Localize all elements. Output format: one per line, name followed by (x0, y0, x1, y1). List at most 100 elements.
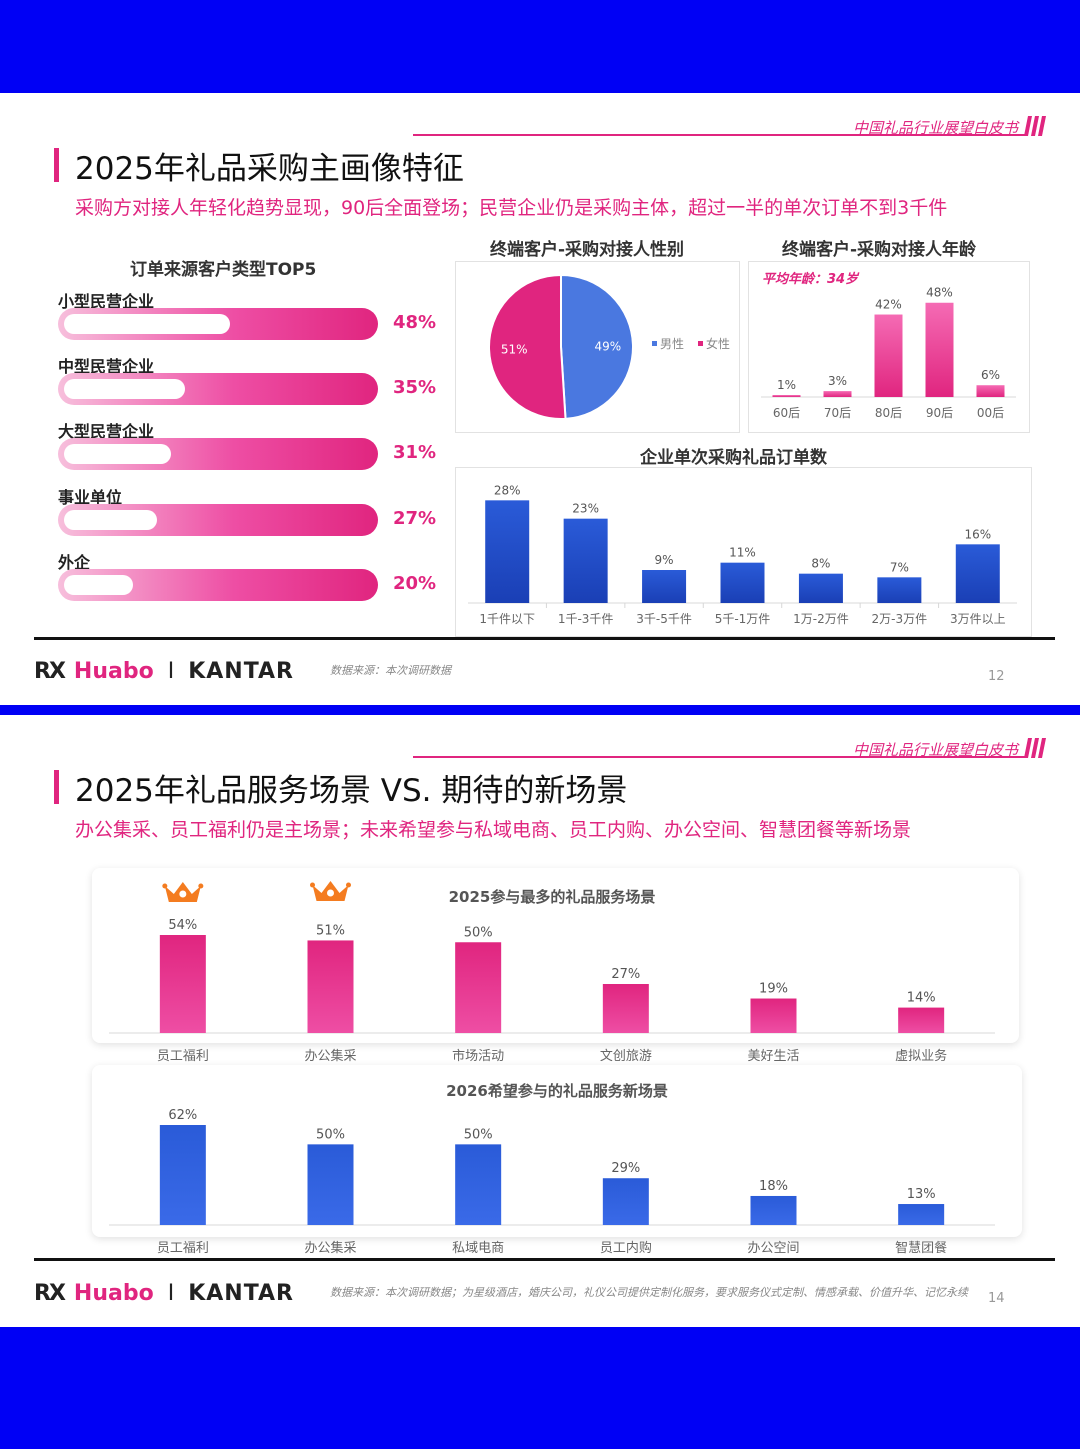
x-tick-label: 70后 (824, 406, 851, 420)
x-tick-label: 员工福利 (157, 1049, 209, 1064)
age-chart-frame: 1% 60后 3% 70后 42% 80后 48% 90后 6% 00后 平均年龄：34岁 (748, 261, 1030, 433)
footer-logo: RX Huabo I KANTAR (34, 659, 294, 684)
x-tick-label: 私域电商 (452, 1241, 504, 1256)
bar-value-label: 6% (981, 368, 1000, 382)
customer-type-bar (58, 438, 378, 470)
header-line (413, 756, 1025, 758)
x-tick-label: 1万-2万件 (793, 612, 849, 626)
x-tick-label: 3千-5千件 (636, 612, 692, 626)
order-size-bar-chart: 28% 1千件以下 23% 1千-3千件 9% 3千-5千件 11% 5千-1万件 8% 1万-2… (468, 483, 1017, 626)
bar (823, 391, 852, 397)
customer-type-bar (58, 504, 378, 536)
rx-logo: RX (34, 659, 66, 684)
kantar-logo: KANTAR (188, 659, 294, 684)
x-tick-label: 5千-1万件 (715, 612, 771, 626)
x-tick-label: 90后 (926, 406, 953, 420)
pie-slice-male (560, 273, 634, 420)
legend-swatch (698, 341, 703, 346)
customer-type-label: 小型民营企业 (58, 292, 155, 311)
x-tick-label: 2万-3万件 (872, 612, 928, 626)
bar-value-label: 50% (464, 925, 493, 940)
pie-slice-female (488, 273, 567, 420)
slashes-icon (1024, 738, 1046, 758)
bar (874, 314, 903, 397)
chart-title: 2026希望参与的礼品服务新场景 (446, 1082, 668, 1100)
order-size-frame: 28% 1千件以下 23% 1千-3千件 9% 3千-5千件 11% 5千-1万件 8% 1万-2… (455, 467, 1032, 637)
bar-value-label: 3% (828, 374, 847, 388)
slide-14: 中国礼品行业展望白皮书 2025年礼品服务场景 VS. 期待的新场景 办公集采、… (0, 715, 1080, 1327)
pie-slice-label: 51% (501, 342, 528, 356)
slide-12: 中国礼品行业展望白皮书 2025年礼品采购主画像特征 采购方对接人年轻化趋势显现… (0, 93, 1080, 705)
customer-type-value: 35% (393, 377, 437, 398)
customer-type-value: 48% (393, 312, 437, 333)
gender-chart-title: 终端客户-采购对接人性别 (490, 240, 685, 260)
gender-pie-chart: 49% 51% 男性 女性 (488, 273, 730, 420)
x-tick-label: 3万件以上 (950, 612, 1006, 626)
bar-value-label: 27% (611, 967, 640, 982)
bar-value-label: 62% (168, 1108, 197, 1123)
bar-value-label: 28% (494, 483, 521, 497)
brand-tag: 中国礼品行业展望白皮书 (852, 119, 1018, 137)
gender-chart-frame: 49% 51% 男性 女性 (455, 261, 740, 433)
bar-value-label: 14% (907, 991, 936, 1006)
bar (563, 518, 608, 603)
x-tick-label: 60后 (773, 406, 800, 420)
crown-icon (310, 881, 351, 901)
order-size-title: 企业单次采购礼品订单数 (640, 448, 827, 468)
bar (976, 385, 1005, 397)
title-accent (54, 770, 59, 804)
bar (455, 1144, 502, 1225)
bar-value-label: 50% (464, 1127, 493, 1142)
bar-value-label: 42% (875, 298, 902, 312)
x-tick-label: 智慧团餐 (895, 1240, 947, 1256)
logo-separator: I (167, 659, 175, 684)
bar (159, 935, 206, 1033)
footer-line (34, 1258, 1055, 1261)
bar (750, 1195, 797, 1225)
bar (877, 577, 922, 603)
customer-type-label: 中型民营企业 (58, 357, 155, 376)
bar-value-label: 7% (890, 560, 909, 574)
header-line (413, 134, 1025, 136)
x-tick-label: 1千件以下 (479, 612, 535, 626)
page-subtitle: 办公集采、员工福利仍是主场景；未来希望参与私域电商、员工内购、办公空间、智慧团餐… (75, 819, 912, 841)
rx-logo: RX (34, 1281, 66, 1306)
bar (602, 1178, 649, 1225)
bar (898, 1204, 945, 1225)
legend-label: 女性 (706, 336, 730, 351)
kantar-logo: KANTAR (188, 1281, 294, 1306)
page-title: 2025年礼品服务场景 VS. 期待的新场景 (75, 773, 628, 809)
page-subtitle: 采购方对接人年轻化趋势显现，90后全面登场；民营企业仍是采购主体，超过一半的单次… (75, 197, 948, 219)
bar (455, 942, 502, 1033)
footer-line (34, 637, 1055, 640)
bar-value-label: 18% (759, 1179, 788, 1194)
bar (772, 395, 801, 397)
bar (925, 302, 954, 397)
bar (955, 544, 1000, 603)
x-tick-label: 办公集采 (304, 1240, 356, 1256)
logo-separator: I (167, 1281, 175, 1306)
bar-value-label: 50% (316, 1127, 345, 1142)
x-tick-label: 80后 (875, 406, 902, 420)
bar (159, 1125, 206, 1225)
bar-value-label: 23% (572, 502, 599, 516)
customer-type-value: 27% (393, 508, 437, 529)
bar (602, 984, 649, 1033)
bar-value-label: 16% (964, 527, 991, 541)
x-tick-label: 美好生活 (747, 1049, 799, 1064)
bar-value-label: 19% (759, 982, 788, 997)
bar (898, 1007, 945, 1033)
bar-value-label: 1% (777, 378, 796, 392)
x-tick-label: 00后 (977, 406, 1004, 420)
customer-type-bar (58, 373, 378, 405)
bar (307, 940, 354, 1033)
x-tick-label: 市场活动 (452, 1048, 504, 1064)
bar (720, 562, 765, 603)
page-title: 2025年礼品采购主画像特征 (75, 151, 464, 187)
bar-value-label: 29% (611, 1161, 640, 1176)
bar-value-label: 48% (926, 286, 953, 300)
bar (798, 573, 843, 603)
customer-type-label: 外企 (58, 553, 91, 572)
customer-type-label: 大型民营企业 (58, 422, 155, 441)
bar-value-label: 9% (655, 553, 674, 567)
